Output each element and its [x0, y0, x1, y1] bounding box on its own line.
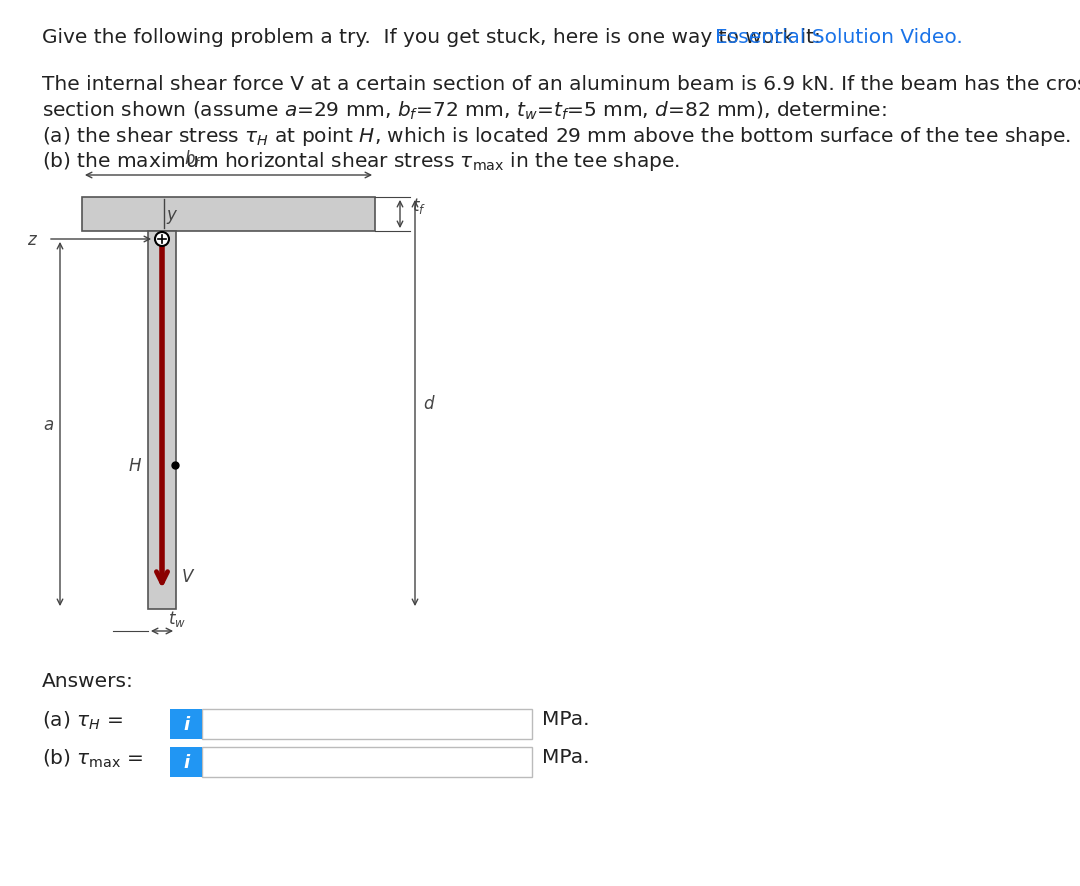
Bar [170, 747, 202, 777]
Bar [170, 709, 202, 739]
Text: $a$: $a$ [43, 416, 54, 433]
Text: (b) $\tau_\mathrm{max}$ =: (b) $\tau_\mathrm{max}$ = [42, 747, 144, 769]
Text: i: i [183, 715, 189, 734]
Text: The internal shear force V at a certain section of an aluminum beam is 6.9 kN. I: The internal shear force V at a certain … [42, 75, 1080, 94]
Text: section shown (assume $a$=29 mm, $b_f$=72 mm, $t_w$=$t_f$=5 mm, $d$=82 mm), dete: section shown (assume $a$=29 mm, $b_f$=7… [42, 100, 887, 122]
Text: (a) $\tau_H$ =: (a) $\tau_H$ = [42, 709, 123, 732]
Text: i: i [183, 753, 189, 771]
Text: $b_f$: $b_f$ [185, 148, 202, 169]
Text: Give the following problem a try.  If you get stuck, here is one way to work it:: Give the following problem a try. If you… [42, 28, 827, 47]
Text: Answers:: Answers: [42, 672, 134, 690]
Text: $t_w$: $t_w$ [168, 609, 186, 628]
Text: MPa.: MPa. [542, 747, 590, 766]
Text: $d$: $d$ [423, 394, 435, 413]
Text: $y$: $y$ [166, 207, 178, 226]
Text: MPa.: MPa. [542, 709, 590, 728]
Circle shape [156, 233, 168, 246]
Text: $t_f$: $t_f$ [411, 196, 427, 216]
Text: $H$: $H$ [127, 457, 141, 475]
Text: $V$: $V$ [181, 567, 195, 586]
Text: $z$: $z$ [27, 230, 38, 249]
Bar [148, 232, 176, 610]
Text: (b) the maximum horizontal shear stress $\tau_\mathrm{max}$ in the tee shape.: (b) the maximum horizontal shear stress … [42, 150, 679, 173]
Text: Essential Solution Video.: Essential Solution Video. [715, 28, 962, 47]
Bar [82, 198, 375, 232]
Bar [202, 709, 532, 739]
Bar [202, 747, 532, 777]
Text: (a) the shear stress $\tau_H$ at point $H$, which is located 29 mm above the bot: (a) the shear stress $\tau_H$ at point $… [42, 125, 1071, 148]
